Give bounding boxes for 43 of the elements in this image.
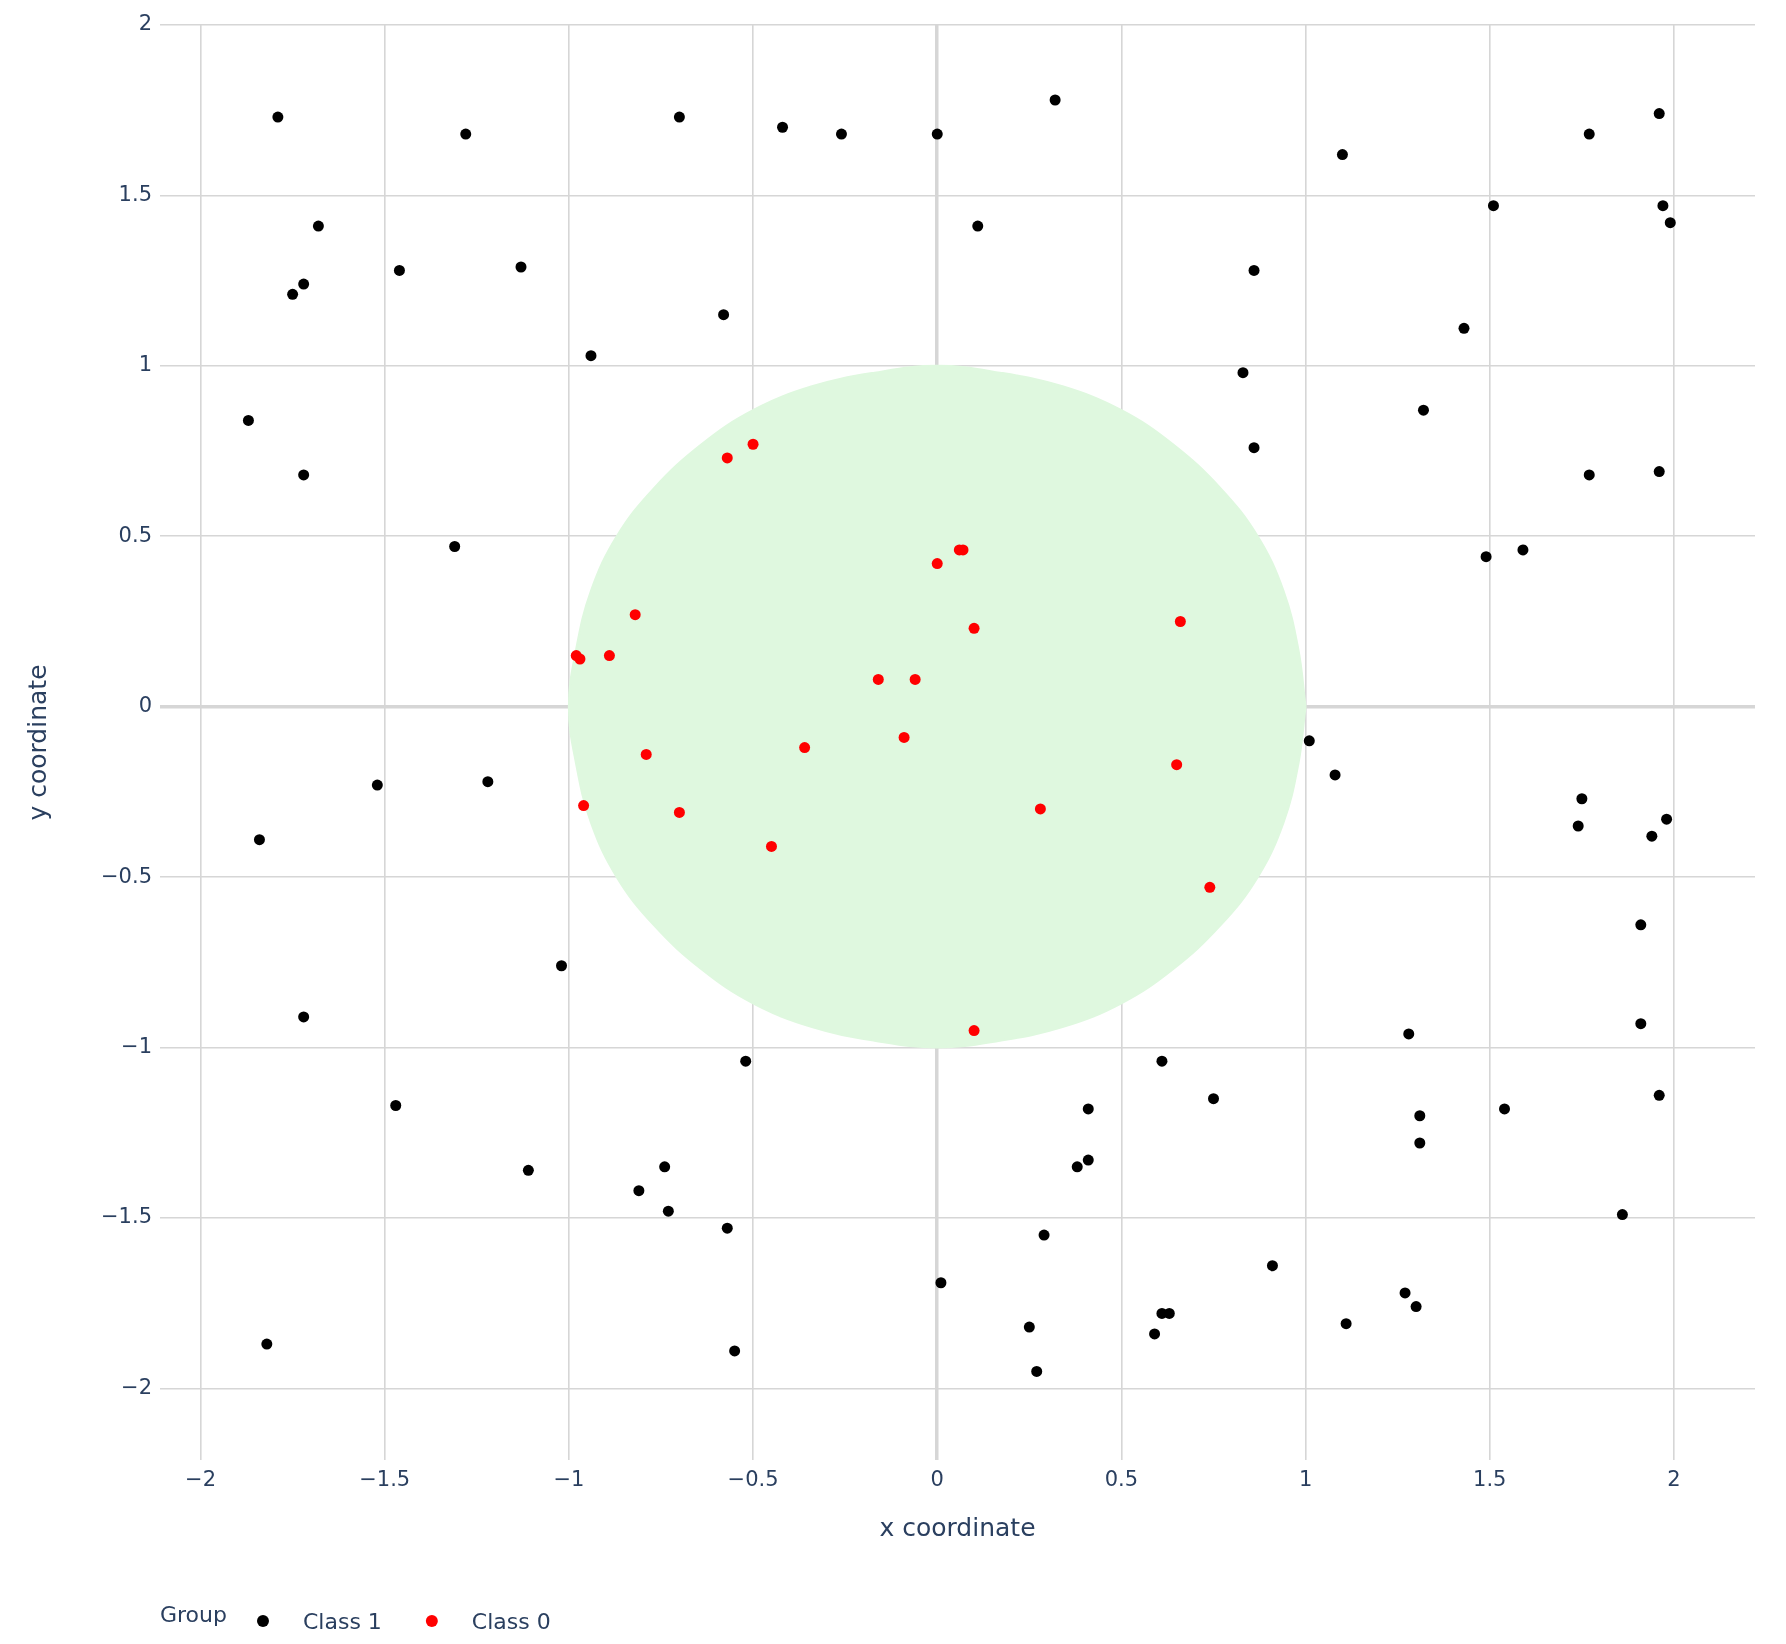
x-axis-title: x coordinate — [879, 1512, 1036, 1542]
y-tick-label: −2 — [121, 1374, 152, 1399]
legend-label: Class 0 — [471, 1608, 551, 1634]
point — [909, 673, 921, 685]
y-axis-title: y coordinate — [22, 664, 52, 821]
y-tick-label: 0.5 — [118, 522, 152, 547]
point — [931, 558, 943, 570]
legend-label: Class 1 — [302, 1608, 382, 1634]
y-tick-label: 2 — [138, 11, 152, 36]
point — [1034, 803, 1046, 815]
point — [1204, 881, 1216, 893]
x-tick-label: 0 — [930, 1467, 944, 1492]
x-tick-label: 1.5 — [1473, 1467, 1507, 1492]
x-tick-label: −1 — [553, 1467, 585, 1492]
point — [578, 800, 590, 812]
point — [799, 742, 811, 754]
point — [721, 452, 733, 464]
point — [1174, 616, 1186, 627]
point — [640, 748, 652, 760]
point — [629, 609, 641, 621]
point — [968, 622, 980, 634]
x-tick-label: 2 — [1667, 1467, 1681, 1492]
x-tick-label: −2 — [185, 1467, 216, 1492]
y-tick-label: 1 — [138, 352, 152, 377]
point — [673, 806, 685, 818]
legend-title: Group — [160, 1601, 227, 1627]
point — [574, 653, 586, 665]
y-tick-label: −1 — [121, 1034, 152, 1059]
x-tick-label: 1 — [1298, 1467, 1313, 1492]
x-tick-label: −0.5 — [727, 1467, 779, 1492]
x-tick-label: −1.5 — [359, 1467, 411, 1492]
point — [765, 840, 777, 852]
y-tick-label: −0.5 — [101, 863, 152, 888]
y-tick-label: 1.5 — [118, 181, 152, 206]
y-tick-label: 0 — [138, 693, 152, 718]
point — [968, 1025, 980, 1037]
point — [747, 438, 759, 450]
point — [898, 731, 910, 743]
point — [1171, 759, 1183, 771]
y-tick-label: −1.5 — [101, 1204, 152, 1229]
point — [603, 650, 615, 662]
point — [872, 673, 884, 685]
x-tick-label: 0.5 — [1104, 1467, 1139, 1492]
